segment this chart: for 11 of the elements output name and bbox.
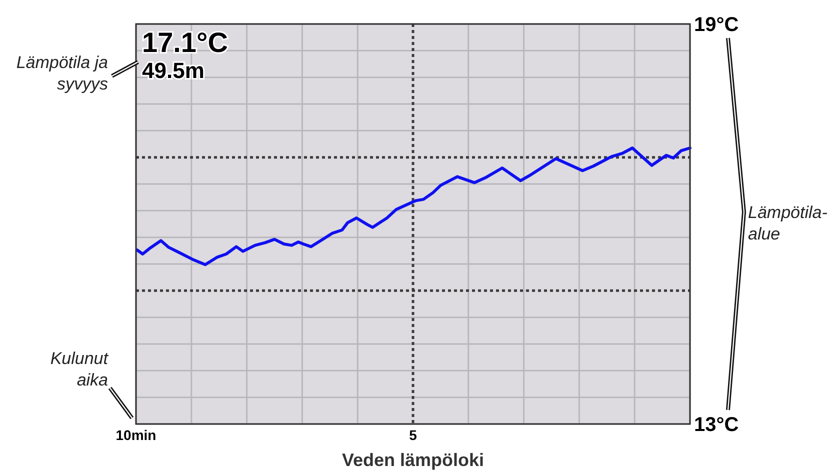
annotation: 49.5m: [142, 58, 204, 83]
text: Kulunut aika: [50, 349, 110, 390]
x-tick-label: 10min: [116, 427, 156, 443]
text: Lämpötila-alue: [748, 203, 828, 244]
text: Veden lämpöloki: [342, 450, 484, 470]
x-tick-label: 5: [409, 427, 418, 443]
line-series: [136, 146, 692, 266]
text: Lämpötila ja syvyys: [16, 53, 108, 94]
y-tick-label: 19°C: [694, 14, 739, 36]
y-tick-label: 13°C: [694, 414, 739, 436]
annotation: 17.1°C: [142, 27, 228, 58]
